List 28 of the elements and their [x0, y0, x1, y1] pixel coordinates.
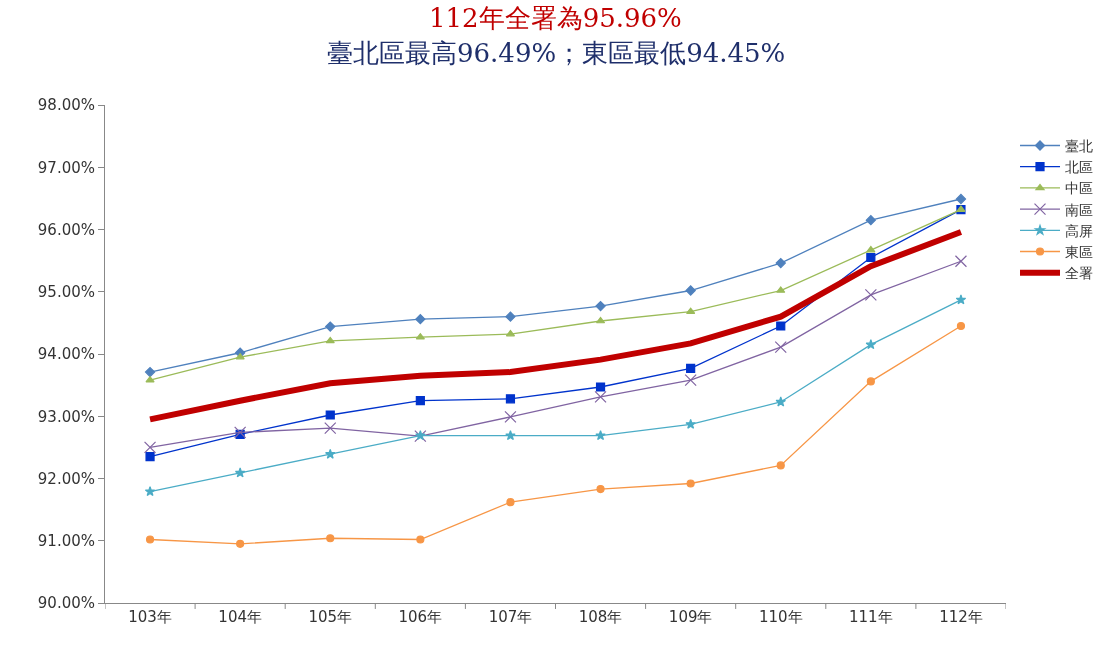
y-tick-label: 96.00%: [37, 220, 95, 239]
x-tick-label: 104年: [218, 608, 262, 626]
y-tick-label: 94.00%: [37, 345, 95, 364]
y-tick-label: 93.00%: [37, 407, 95, 426]
x-tick-label: 106年: [398, 608, 443, 626]
legend-label: 高屏: [1065, 222, 1094, 239]
x-tick-label: 112年: [939, 608, 983, 626]
legend-label: 臺北: [1065, 137, 1094, 154]
x-tick-label: 109年: [668, 608, 713, 626]
legend-label: 中區: [1065, 180, 1094, 197]
legend-label: 南區: [1065, 201, 1094, 218]
chart-subtitle: 臺北區最高96.49%；東區最低94.45%: [327, 38, 786, 68]
y-tick-label: 97.00%: [37, 158, 95, 177]
x-tick-label: 110年: [758, 608, 803, 626]
x-tick-label: 103年: [128, 608, 172, 626]
x-tick-label: 108年: [578, 608, 623, 626]
y-tick-label: 90.00%: [37, 594, 95, 613]
x-tick-label: 107年: [488, 608, 533, 626]
x-tick-label: 111年: [849, 608, 893, 626]
legend-label: 北區: [1065, 159, 1094, 176]
y-tick-label: 95.00%: [37, 283, 95, 301]
x-tick-label: 105年: [308, 608, 353, 626]
y-tick-label: 91.00%: [37, 532, 95, 550]
chart-title: 112年全署為95.96%: [429, 3, 682, 33]
legend-label: 全署: [1065, 265, 1094, 282]
legend-label: 東區: [1065, 243, 1094, 260]
y-tick-label: 98.00%: [37, 96, 95, 115]
y-tick-label: 92.00%: [37, 469, 95, 488]
